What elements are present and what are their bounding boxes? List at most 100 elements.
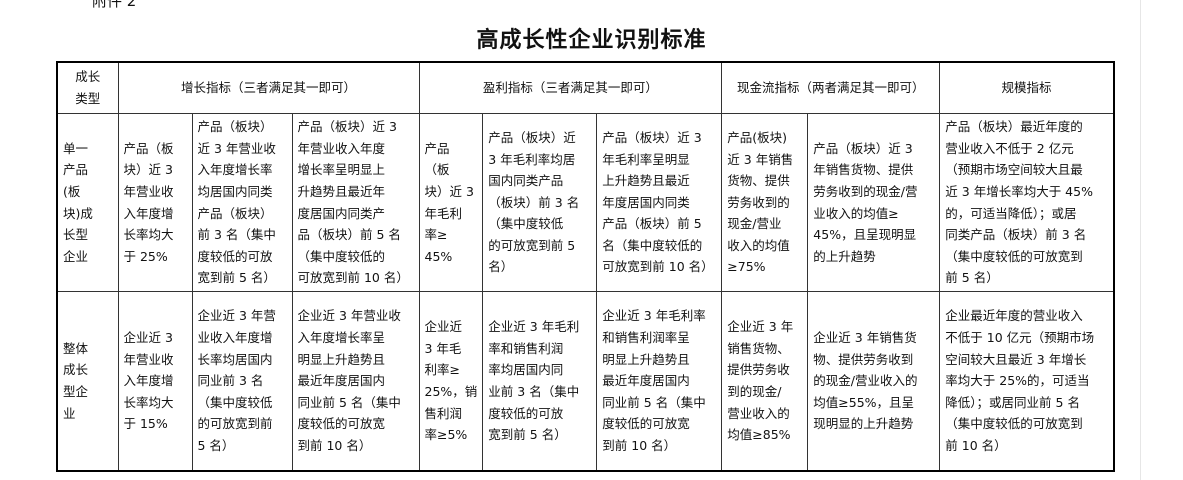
cell-line: 销售货物、 — [727, 340, 790, 356]
header-cash: 现金流指标（两者满足其一即可） — [721, 61, 941, 114]
cell-line: 入年度增长率 — [197, 162, 273, 178]
cell-line: 型企 — [63, 384, 89, 399]
cell-line: 最近年度居国内 — [602, 373, 690, 389]
cell-line: 产品（板块）最近年度的 — [945, 119, 1083, 135]
cell-line: 不低于 10 亿元（预期市场 — [945, 330, 1095, 346]
cell-line: 降低）；或居同业前 5 名 — [945, 394, 1080, 410]
cell-line: 可放宽到前 10 名） — [297, 270, 409, 286]
cell-line: 利率≥ — [424, 362, 460, 378]
cell-line: 产品 — [63, 162, 89, 178]
cell-line: 3 年毛 — [424, 340, 462, 356]
header-row: 成长类型 增长指标（三者满足其一即可） 盈利指标（三者满足其一即可） 现金流指标… — [56, 61, 1115, 114]
cell-line: 度较低的可放宽 — [297, 416, 386, 432]
cell-line: 同类产品（板块）前 3 名 — [945, 227, 1087, 243]
cell-cash-1: 企业近 3 年销售货物、 提供劳务收 到的现金/营业收入的 均值≥85% — [721, 291, 809, 472]
cell-line: 单一 — [63, 140, 89, 156]
cell-line: 整体 — [63, 340, 89, 356]
criteria-table: 成长类型 增长指标（三者满足其一即可） 盈利指标（三者满足其一即可） 现金流指标… — [56, 61, 1115, 472]
cell-line: 业前 3 名（集中 — [488, 384, 580, 399]
cell-line: 业 — [63, 405, 76, 421]
cell-line: 年营业收 — [123, 183, 174, 199]
cell-cash-2: 企业近 3 年销售货 物、提供劳务收到 的现金/营业收入的 均值≥55%，且呈 现明显的… — [807, 291, 941, 472]
cell-line: 年毛利率呈明显 — [602, 151, 690, 167]
cell-line: (板 — [63, 183, 81, 199]
cell-line: 前 5 名） — [945, 270, 999, 286]
cell-line: 货物、提供 — [727, 173, 790, 189]
cell-line: 产品（板块）近 — [488, 129, 576, 145]
attachment-label: 附件 2 — [92, 0, 137, 10]
cell-line: 营业收入的 — [727, 405, 790, 421]
cell-growth-1: 企业近 3 年营业收 入年度增 长率均大于 15% — [117, 291, 193, 472]
cell-line: 收入的均值 — [727, 237, 790, 253]
cell-cash-2: 产品（板块）近 3 年销售货物、提供 劳务收到的现金/营 业收入的均值≥ 45%，且呈现… — [807, 113, 941, 292]
cell-line: 前 10 名） — [945, 437, 1007, 453]
cell-line: 企业最近年度的营业收入 — [945, 308, 1083, 324]
cell-line: 度较低的可放宽 — [602, 416, 690, 432]
cell-line: 业收入的均值≥ — [813, 205, 899, 221]
header-growth-type: 成长 类型 — [56, 61, 119, 114]
cell-cash-1: 产品(板块) 近 3 年销售 货物、提供 劳务收到的 现金/营业 收入的均值 ≥75% — [721, 113, 809, 292]
cell-line: （板块）前 3 名 — [488, 194, 580, 210]
cell-line: 25%，销 — [424, 384, 478, 399]
cell-line: 均值≥85% — [727, 427, 791, 443]
cell-line: 率≥5% — [424, 427, 468, 443]
header-scale: 规模指标 — [939, 61, 1115, 114]
cell-line: 率均居国内同 — [488, 362, 564, 378]
cell-line: 名（集中度较低的 — [602, 237, 703, 253]
cell-line: 年销售货物、提供 — [813, 162, 914, 178]
cell-line: 度居国内同类产 — [297, 205, 386, 221]
cell-line: 和销售利润率呈 — [602, 330, 690, 346]
cell-line: 同业前 3 名 — [197, 373, 264, 389]
cell-growth-1: 产品（板 块）近 3 年营业收 入年度增 长率均大于 25% — [117, 113, 193, 292]
cell-line: （集中度较低 — [488, 216, 564, 232]
cell-growth-type: 单一 产品 (板 块)成 长型 企业 — [56, 113, 119, 292]
cell-line: 产品（板块）近 3 — [602, 129, 702, 145]
cell-line: 劳务收到的现金/营 — [813, 183, 918, 199]
cell-line: 到前 10 名） — [297, 437, 372, 453]
cell-line: 产品（板 — [123, 140, 174, 156]
cell-line: 企业近 3 — [123, 330, 173, 346]
cell-line: （集中度较低 — [197, 394, 273, 410]
cell-line: 物、提供劳务收到 — [813, 351, 914, 367]
cell-line: 度较低的可放 — [197, 248, 273, 264]
header-line: 类型 — [75, 91, 101, 106]
cell-line: 长率均居国内 — [197, 351, 273, 367]
header-profit: 盈利指标（三者满足其一即可） — [418, 61, 723, 114]
cell-line: 产品（板块） — [197, 205, 273, 221]
cell-line: 企业近 3 年毛利率 — [602, 308, 706, 324]
cell-line: 的可放宽到前 — [197, 416, 273, 432]
header-growth: 增长指标（三者满足其一即可） — [117, 61, 420, 114]
cell-line: 率≥ — [424, 227, 448, 243]
cell-line: 长率均大 — [123, 394, 174, 410]
cell-line: 的上升趋势 — [813, 248, 876, 264]
cell-scale: 企业最近年度的营业收入 不低于 10 亿元（预期市场 空间较大且最近 3 年增长 率均… — [939, 291, 1115, 472]
cell-line: 上升趋势且最近 — [602, 173, 690, 189]
cell-line: 率和销售利润 — [488, 340, 564, 356]
cell-profit-3: 企业近 3 年毛利率 和销售利润率呈 明显上升趋势且 最近年度居国内 同业前 5 名（集… — [596, 291, 723, 472]
cell-line: 3 年毛利率均居 — [488, 151, 576, 167]
cell-line: 块）近 3 — [424, 183, 474, 199]
cell-line: 明显上升趋势且 — [602, 351, 690, 367]
cell-line: 年度居国内同类 — [602, 194, 690, 210]
header-line: 成长 — [75, 69, 101, 85]
cell-line: 入年度增 — [123, 373, 174, 389]
cell-line: 到的现金/ — [727, 384, 782, 399]
cell-growth-type: 整体 成长 型企业 — [56, 291, 119, 472]
cell-growth-3: 产品（板块）近 3 年营业收入年度 增长率呈明显上 升趋势且最近年 度居国内同类产 品（板… — [291, 113, 420, 292]
cell-line: 企业近 3 年毛利 — [488, 319, 580, 335]
cell-line: 现金/营业 — [727, 216, 782, 232]
cell-line: 可放宽到前 10 名） — [602, 259, 714, 275]
cell-line: 空间较大且最近 3 年增长 — [945, 351, 1087, 367]
cell-line: 同业前 5 名（集中 — [602, 394, 706, 410]
row-single-product: 单一 产品 (板 块)成 长型 企业 产品（板 块）近 3 年营业收 入年度增 长率均大于 25% 产… — [56, 113, 1115, 292]
cell-line: 近 3 年销售 — [727, 151, 794, 167]
cell-line: 营业收入不低于 2 亿元 — [945, 140, 1074, 156]
cell-profit-3: 产品（板块）近 3 年毛利率呈明显 上升趋势且最近 年度居国内同类 产品（板块）前 5 名… — [596, 113, 723, 292]
cell-line: 业收入年度增 — [197, 330, 273, 346]
cell-line: 率均大于 25%的，可适当 — [945, 373, 1090, 389]
cell-line: 入年度增长率呈 — [297, 330, 386, 346]
cell-line: 前 3 名（集中 — [197, 227, 276, 243]
cell-line: 名） — [488, 259, 514, 275]
cell-line: 于 25% — [123, 248, 168, 264]
cell-line: 明显上升趋势且 — [297, 351, 386, 367]
